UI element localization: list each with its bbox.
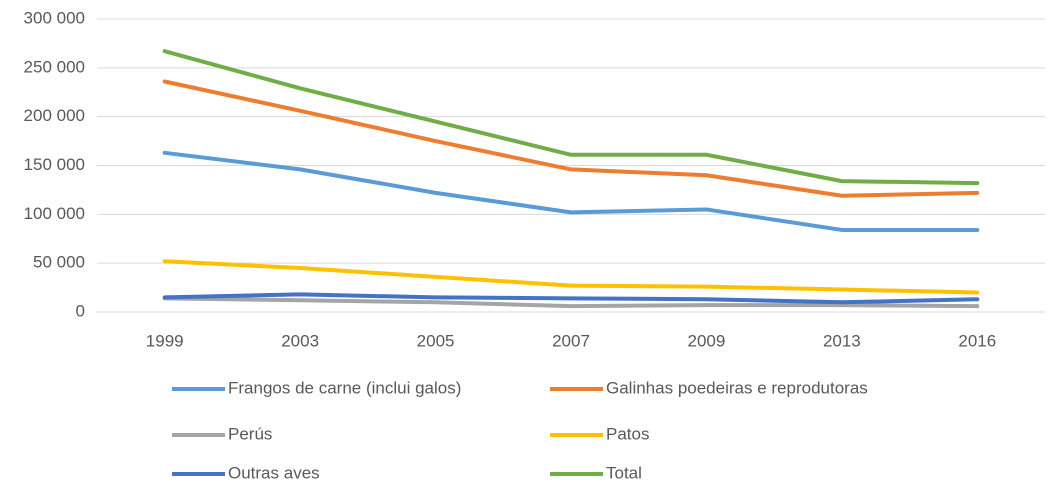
series-line (162, 292, 980, 305)
x-tick-label: 2013 (823, 331, 861, 350)
x-tick-label: 2016 (958, 331, 996, 350)
legend-label: Patos (606, 424, 649, 443)
legend-label: Galinhas poedeiras e reprodutoras (606, 378, 868, 397)
series-line (162, 49, 980, 186)
legend-label: Frangos de carne (inclui galos) (228, 378, 461, 397)
x-tick-label: 1999 (146, 331, 184, 350)
x-tick-label: 2009 (688, 331, 726, 350)
y-tick-label: 100 000 (24, 204, 85, 223)
y-tick-label: 300 000 (24, 8, 85, 27)
legend-label: Total (606, 463, 642, 482)
legend-label: Outras aves (228, 463, 320, 482)
y-tick-label: 50 000 (33, 253, 85, 272)
y-tick-label: 250 000 (24, 57, 85, 76)
series-line (162, 79, 980, 198)
y-tick-label: 0 (76, 301, 85, 320)
series-line (162, 150, 980, 232)
y-tick-label: 200 000 (24, 106, 85, 125)
x-tick-label: 2003 (281, 331, 319, 350)
series-line (162, 296, 980, 309)
x-tick-label: 2007 (552, 331, 590, 350)
y-tick-label: 150 000 (24, 155, 85, 174)
series-line (162, 259, 980, 295)
legend-label: Perús (228, 424, 272, 443)
x-tick-label: 2005 (417, 331, 455, 350)
